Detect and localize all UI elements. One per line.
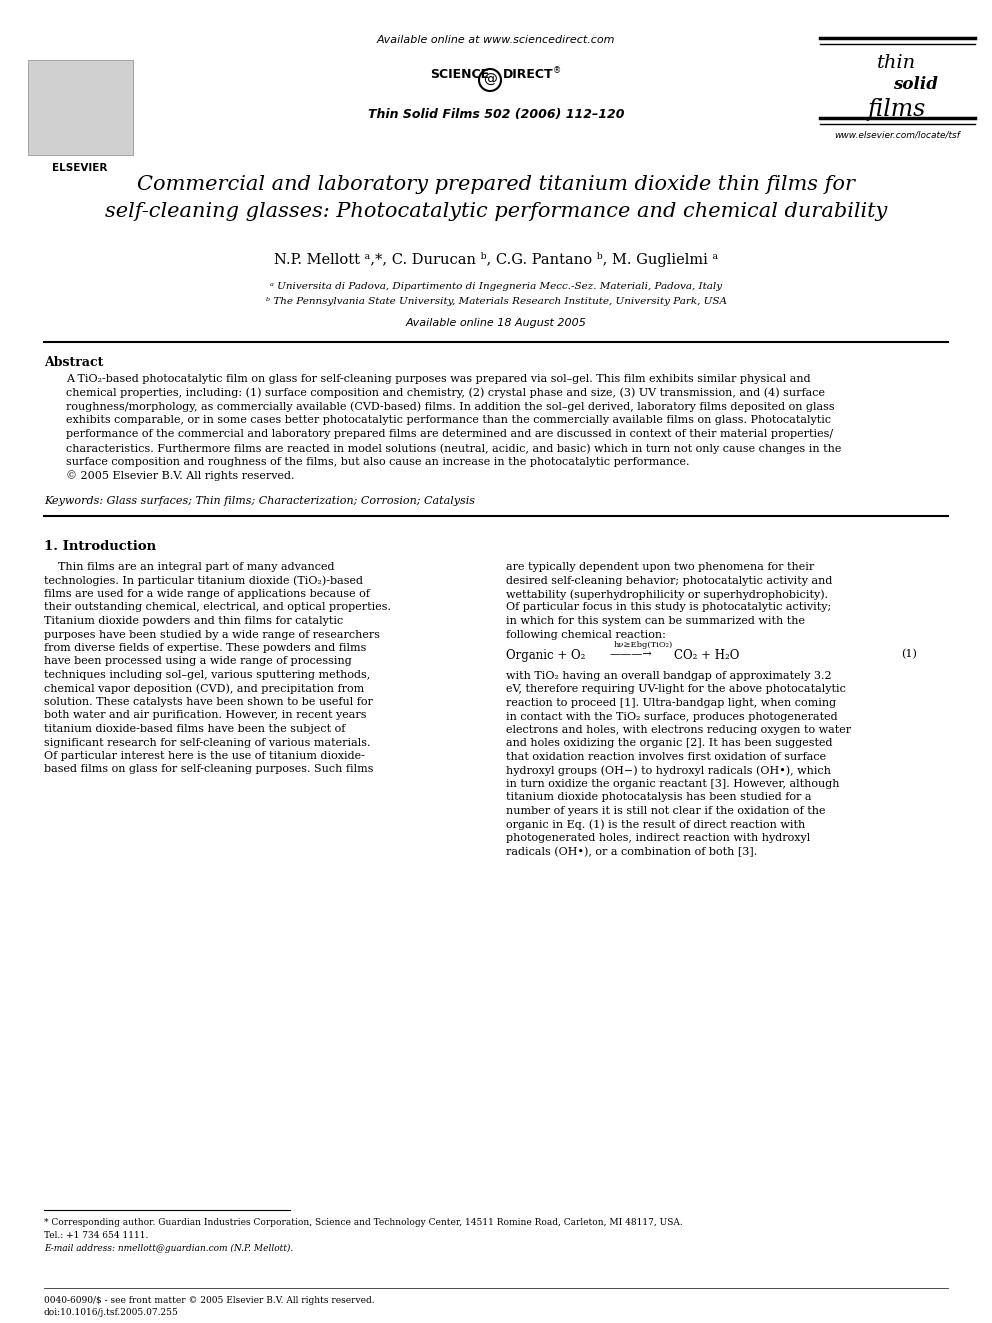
Text: Thin films are an integral part of many advanced: Thin films are an integral part of many …: [44, 562, 334, 572]
Text: Available online 18 August 2005: Available online 18 August 2005: [406, 318, 586, 328]
Text: organic in Eq. (1) is the result of direct reaction with: organic in Eq. (1) is the result of dire…: [506, 819, 806, 830]
Text: performance of the commercial and laboratory prepared films are determined and a: performance of the commercial and labora…: [66, 429, 833, 439]
Text: significant research for self-cleaning of various materials.: significant research for self-cleaning o…: [44, 737, 370, 747]
Text: Commercial and laboratory prepared titanium dioxide thin films for: Commercial and laboratory prepared titan…: [137, 175, 855, 194]
Text: DIRECT: DIRECT: [503, 67, 554, 81]
Text: Organic + O₂: Organic + O₂: [506, 650, 585, 662]
Text: ELSEVIER: ELSEVIER: [53, 163, 108, 173]
Text: eV, therefore requiring UV-light for the above photocatalytic: eV, therefore requiring UV-light for the…: [506, 684, 846, 695]
Text: © 2005 Elsevier B.V. All rights reserved.: © 2005 Elsevier B.V. All rights reserved…: [66, 471, 295, 482]
Text: solution. These catalysts have been shown to be useful for: solution. These catalysts have been show…: [44, 697, 373, 706]
Text: Available online at www.sciencedirect.com: Available online at www.sciencedirect.co…: [377, 34, 615, 45]
Text: ᵇ The Pennsylvania State University, Materials Research Institute, University Pa: ᵇ The Pennsylvania State University, Mat…: [266, 296, 726, 306]
Text: with TiO₂ having an overall bandgap of approximately 3.2: with TiO₂ having an overall bandgap of a…: [506, 671, 831, 681]
Text: A TiO₂-based photocatalytic film on glass for self-cleaning purposes was prepare: A TiO₂-based photocatalytic film on glas…: [66, 374, 810, 384]
Text: their outstanding chemical, electrical, and optical properties.: their outstanding chemical, electrical, …: [44, 602, 391, 613]
Text: hydroxyl groups (OH−) to hydroxyl radicals (OH•), which: hydroxyl groups (OH−) to hydroxyl radica…: [506, 766, 831, 777]
Text: solid: solid: [893, 75, 937, 93]
Text: surface composition and roughness of the films, but also cause an increase in th: surface composition and roughness of the…: [66, 456, 689, 467]
Text: thin: thin: [878, 54, 917, 71]
Text: and holes oxidizing the organic [2]. It has been suggested: and holes oxidizing the organic [2]. It …: [506, 738, 832, 749]
Text: www.elsevier.com/locate/tsf: www.elsevier.com/locate/tsf: [834, 131, 960, 140]
Text: wettability (superhydrophilicity or superhydrophobicity).: wettability (superhydrophilicity or supe…: [506, 589, 828, 599]
Text: electrons and holes, with electrons reducing oxygen to water: electrons and holes, with electrons redu…: [506, 725, 851, 736]
Text: in turn oxidize the organic reactant [3]. However, although: in turn oxidize the organic reactant [3]…: [506, 779, 839, 789]
Text: chemical vapor deposition (CVD), and precipitation from: chemical vapor deposition (CVD), and pre…: [44, 684, 364, 695]
Text: N.P. Mellott ᵃ,*, C. Durucan ᵇ, C.G. Pantano ᵇ, M. Guglielmi ᵃ: N.P. Mellott ᵃ,*, C. Durucan ᵇ, C.G. Pan…: [274, 251, 718, 267]
Text: number of years it is still not clear if the oxidation of the: number of years it is still not clear if…: [506, 806, 825, 816]
Text: hν≥Ebg(TiO₂): hν≥Ebg(TiO₂): [614, 642, 674, 650]
Text: Thin Solid Films 502 (2006) 112–120: Thin Solid Films 502 (2006) 112–120: [368, 108, 624, 120]
Text: 1. Introduction: 1. Introduction: [44, 540, 156, 553]
Text: roughness/morphology, as commercially available (CVD-based) films. In addition t: roughness/morphology, as commercially av…: [66, 402, 834, 413]
Text: ———→: ———→: [610, 650, 653, 659]
Text: desired self-cleaning behavior; photocatalytic activity and: desired self-cleaning behavior; photocat…: [506, 576, 832, 586]
Text: reaction to proceed [1]. Ultra-bandgap light, when coming: reaction to proceed [1]. Ultra-bandgap l…: [506, 699, 836, 708]
Text: films: films: [868, 98, 927, 120]
Text: @: @: [483, 73, 497, 87]
Text: Abstract: Abstract: [44, 356, 103, 369]
Bar: [28, 60, 133, 155]
Text: technologies. In particular titanium dioxide (TiO₂)-based: technologies. In particular titanium dio…: [44, 576, 363, 586]
Text: exhibits comparable, or in some cases better photocatalytic performance than the: exhibits comparable, or in some cases be…: [66, 415, 831, 426]
Text: CO₂ + H₂O: CO₂ + H₂O: [674, 650, 739, 662]
Text: that oxidation reaction involves first oxidation of surface: that oxidation reaction involves first o…: [506, 751, 826, 762]
Text: titanium dioxide-based films have been the subject of: titanium dioxide-based films have been t…: [44, 724, 345, 734]
Text: techniques including sol–gel, various sputtering methods,: techniques including sol–gel, various sp…: [44, 669, 370, 680]
Text: E-mail address: nmellott@guardian.com (N.P. Mellott).: E-mail address: nmellott@guardian.com (N…: [44, 1244, 294, 1253]
Text: SCIENCE: SCIENCE: [430, 67, 489, 81]
Text: Of particular focus in this study is photocatalytic activity;: Of particular focus in this study is pho…: [506, 602, 831, 613]
Text: Of particular interest here is the use of titanium dioxide-: Of particular interest here is the use o…: [44, 751, 365, 761]
Text: in contact with the TiO₂ surface, produces photogenerated: in contact with the TiO₂ surface, produc…: [506, 712, 837, 721]
Text: from diverse fields of expertise. These powders and films: from diverse fields of expertise. These …: [44, 643, 366, 654]
Text: following chemical reaction:: following chemical reaction:: [506, 630, 666, 639]
Text: have been processed using a wide range of processing: have been processed using a wide range o…: [44, 656, 352, 667]
Text: characteristics. Furthermore films are reacted in model solutions (neutral, acid: characteristics. Furthermore films are r…: [66, 443, 841, 454]
Text: (1): (1): [901, 650, 917, 659]
Text: ᵃ Universita di Padova, Dipartimento di Ingegneria Mecc.-Sez. Materiali, Padova,: ᵃ Universita di Padova, Dipartimento di …: [270, 282, 722, 291]
Text: purposes have been studied by a wide range of researchers: purposes have been studied by a wide ran…: [44, 630, 380, 639]
Text: self-cleaning glasses: Photocatalytic performance and chemical durability: self-cleaning glasses: Photocatalytic pe…: [105, 202, 887, 221]
Text: are typically dependent upon two phenomena for their: are typically dependent upon two phenome…: [506, 562, 814, 572]
Text: chemical properties, including: (1) surface composition and chemistry, (2) cryst: chemical properties, including: (1) surf…: [66, 388, 825, 398]
Text: Tel.: +1 734 654 1111.: Tel.: +1 734 654 1111.: [44, 1230, 149, 1240]
Text: films are used for a wide range of applications because of: films are used for a wide range of appli…: [44, 589, 370, 599]
Text: doi:10.1016/j.tsf.2005.07.255: doi:10.1016/j.tsf.2005.07.255: [44, 1308, 179, 1316]
Text: in which for this system can be summarized with the: in which for this system can be summariz…: [506, 617, 805, 626]
Text: both water and air purification. However, in recent years: both water and air purification. However…: [44, 710, 366, 721]
Text: Titanium dioxide powders and thin films for catalytic: Titanium dioxide powders and thin films …: [44, 617, 343, 626]
Text: Keywords: Glass surfaces; Thin films; Characterization; Corrosion; Catalysis: Keywords: Glass surfaces; Thin films; Ch…: [44, 496, 475, 505]
Text: photogenerated holes, indirect reaction with hydroxyl: photogenerated holes, indirect reaction …: [506, 833, 810, 843]
Text: 0040-6090/$ - see front matter © 2005 Elsevier B.V. All rights reserved.: 0040-6090/$ - see front matter © 2005 El…: [44, 1297, 375, 1304]
Text: radicals (OH•), or a combination of both [3].: radicals (OH•), or a combination of both…: [506, 847, 757, 857]
Text: titanium dioxide photocatalysis has been studied for a: titanium dioxide photocatalysis has been…: [506, 792, 811, 803]
Text: based films on glass for self-cleaning purposes. Such films: based films on glass for self-cleaning p…: [44, 765, 374, 774]
Text: ®: ®: [553, 66, 561, 75]
Text: * Corresponding author. Guardian Industries Corporation, Science and Technology : * Corresponding author. Guardian Industr…: [44, 1218, 682, 1226]
